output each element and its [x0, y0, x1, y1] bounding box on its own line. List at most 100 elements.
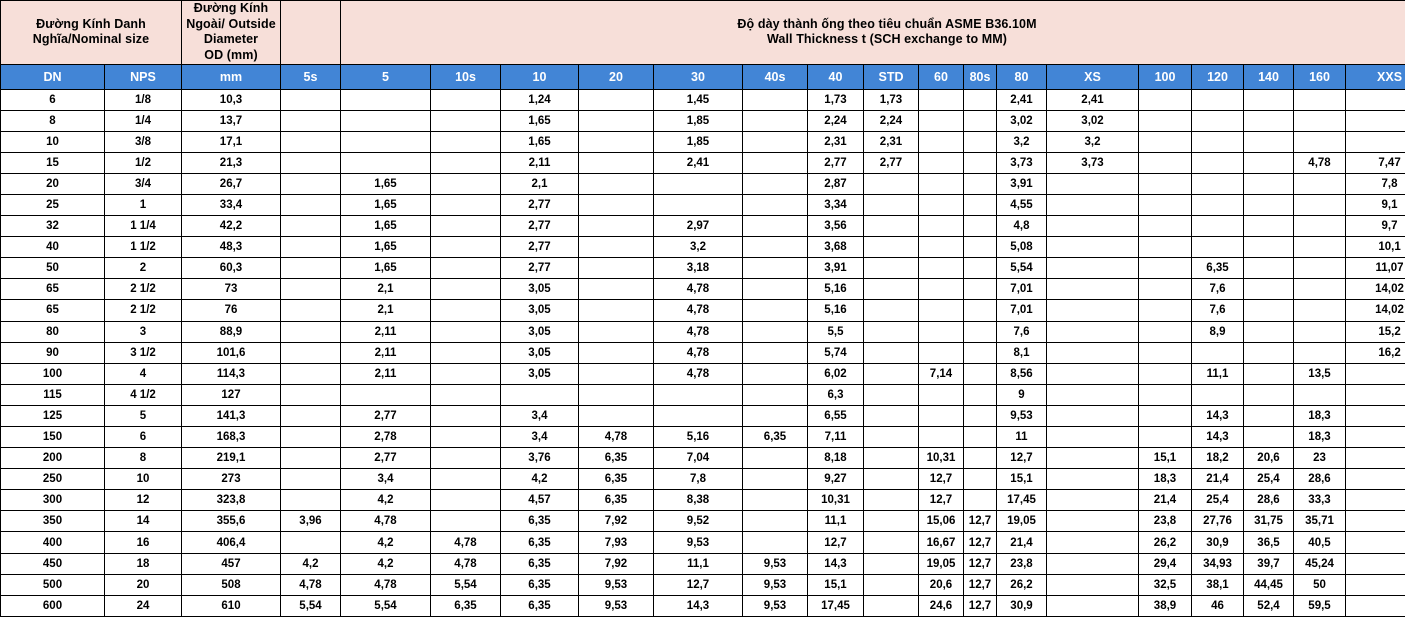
cell-s5s: 3,96 — [281, 511, 341, 532]
cell-s10s — [431, 363, 501, 384]
cell-s40s — [743, 89, 808, 110]
cell-s10s — [431, 342, 501, 363]
cell-s10: 2,77 — [501, 194, 579, 215]
cell-s5: 2,11 — [341, 342, 431, 363]
column-header-s160[interactable]: 160 — [1294, 64, 1346, 89]
column-header-std[interactable]: STD — [864, 64, 919, 89]
cell-xs — [1047, 469, 1139, 490]
column-header-s5s[interactable]: 5s — [281, 64, 341, 89]
cell-s40s — [743, 110, 808, 131]
cell-s40s — [743, 321, 808, 342]
column-header-mm[interactable]: mm — [182, 64, 281, 89]
cell-xxs: 14,02 — [1346, 279, 1405, 300]
cell-s140 — [1244, 89, 1294, 110]
cell-xxs — [1346, 427, 1405, 448]
cell-s5: 4,78 — [341, 511, 431, 532]
cell-s10: 1,24 — [501, 89, 579, 110]
column-header-s80[interactable]: 80 — [997, 64, 1047, 89]
cell-xs — [1047, 490, 1139, 511]
cell-s5s — [281, 279, 341, 300]
cell-s40s — [743, 216, 808, 237]
cell-s40s — [743, 131, 808, 152]
cell-s40: 5,74 — [808, 342, 864, 363]
cell-s10s — [431, 469, 501, 490]
column-header-s60[interactable]: 60 — [919, 64, 964, 89]
cell-mm: 21,3 — [182, 152, 281, 173]
cell-mm: 508 — [182, 574, 281, 595]
cell-std — [864, 194, 919, 215]
cell-s80s: 12,7 — [964, 511, 997, 532]
cell-std — [864, 173, 919, 194]
column-header-s120[interactable]: 120 — [1192, 64, 1244, 89]
column-header-s30[interactable]: 30 — [654, 64, 743, 89]
cell-xxs: 16,2 — [1346, 342, 1405, 363]
column-header-s10s[interactable]: 10s — [431, 64, 501, 89]
column-header-s40[interactable]: 40 — [808, 64, 864, 89]
cell-s40s — [743, 194, 808, 215]
cell-s5: 5,54 — [341, 595, 431, 616]
cell-xs — [1047, 342, 1139, 363]
cell-dn: 65 — [1, 279, 105, 300]
cell-mm: 168,3 — [182, 427, 281, 448]
cell-s5s — [281, 469, 341, 490]
column-header-s5[interactable]: 5 — [341, 64, 431, 89]
cell-s120 — [1192, 110, 1244, 131]
column-header-dn[interactable]: DN — [1, 64, 105, 89]
column-header-s10[interactable]: 10 — [501, 64, 579, 89]
cell-s100 — [1139, 427, 1192, 448]
cell-s80s — [964, 448, 997, 469]
cell-s120: 27,76 — [1192, 511, 1244, 532]
cell-s100: 15,1 — [1139, 448, 1192, 469]
cell-xs — [1047, 511, 1139, 532]
cell-s120: 7,6 — [1192, 279, 1244, 300]
cell-dn: 200 — [1, 448, 105, 469]
cell-s140 — [1244, 173, 1294, 194]
cell-s5s — [281, 89, 341, 110]
cell-s80s — [964, 300, 997, 321]
cell-s160: 59,5 — [1294, 595, 1346, 616]
column-header-s20[interactable]: 20 — [579, 64, 654, 89]
cell-s5: 2,77 — [341, 448, 431, 469]
cell-mm: 114,3 — [182, 363, 281, 384]
cell-s40: 5,5 — [808, 321, 864, 342]
column-header-xxs[interactable]: XXS — [1346, 64, 1405, 89]
cell-s10: 6,35 — [501, 532, 579, 553]
cell-s100 — [1139, 173, 1192, 194]
cell-s20 — [579, 110, 654, 131]
column-header-s40s[interactable]: 40s — [743, 64, 808, 89]
cell-s20: 7,92 — [579, 511, 654, 532]
cell-s80s — [964, 490, 997, 511]
cell-mm: 88,9 — [182, 321, 281, 342]
cell-dn: 32 — [1, 216, 105, 237]
cell-s160 — [1294, 89, 1346, 110]
cell-xs — [1047, 279, 1139, 300]
cell-s40s — [743, 469, 808, 490]
cell-xxs: 9,7 — [1346, 216, 1405, 237]
column-header-nps[interactable]: NPS — [105, 64, 182, 89]
column-header-s100[interactable]: 100 — [1139, 64, 1192, 89]
cell-s20: 6,35 — [579, 490, 654, 511]
cell-s30: 5,16 — [654, 427, 743, 448]
cell-s5s — [281, 152, 341, 173]
cell-std — [864, 532, 919, 553]
cell-s100: 23,8 — [1139, 511, 1192, 532]
column-header-s80s[interactable]: 80s — [964, 64, 997, 89]
cell-s140: 52,4 — [1244, 595, 1294, 616]
column-header-xs[interactable]: XS — [1047, 64, 1139, 89]
cell-s140 — [1244, 279, 1294, 300]
cell-s80s — [964, 469, 997, 490]
cell-s80s — [964, 384, 997, 405]
cell-s80: 17,45 — [997, 490, 1047, 511]
column-header-s140[interactable]: 140 — [1244, 64, 1294, 89]
cell-s80s: 12,7 — [964, 532, 997, 553]
cell-s100 — [1139, 279, 1192, 300]
cell-s160: 33,3 — [1294, 490, 1346, 511]
cell-s10: 3,05 — [501, 321, 579, 342]
cell-s120: 30,9 — [1192, 532, 1244, 553]
